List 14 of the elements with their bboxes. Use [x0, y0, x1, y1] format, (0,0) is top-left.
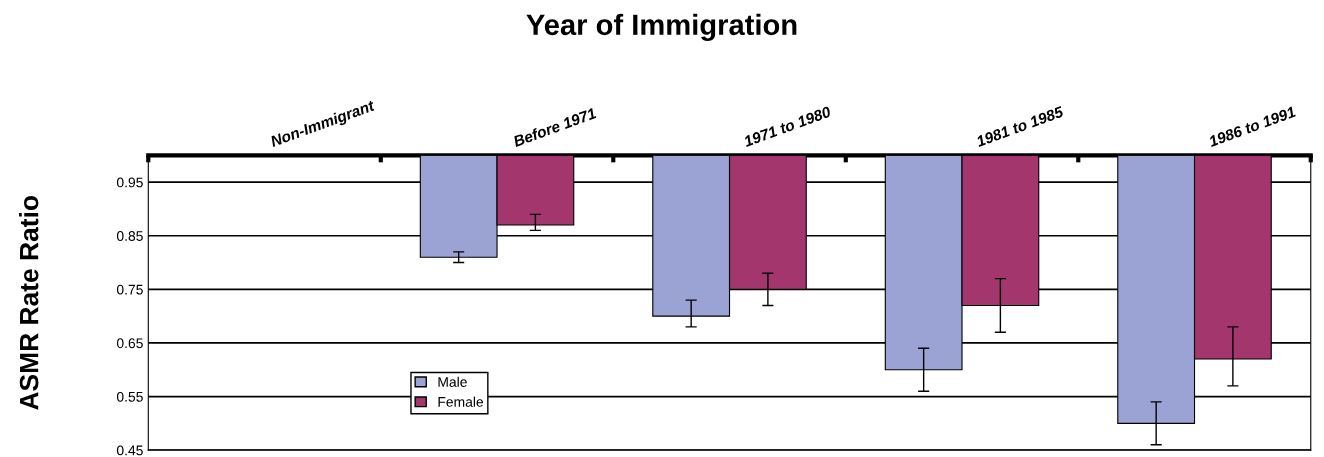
- y-tick-label: 0.85: [116, 231, 143, 241]
- y-axis-title: ASMR Rate Ratio: [19, 196, 39, 410]
- legend-label: Female: [438, 396, 484, 407]
- x-tick-label: 1986 to 1991: [1207, 106, 1296, 148]
- legend-label: Male: [438, 376, 467, 387]
- y-tick-label: 0.95: [116, 177, 143, 188]
- x-tick-label: 1971 to 1980: [742, 105, 832, 148]
- chart-title: Year of Immigration: [526, 13, 797, 42]
- y-tick-label: 0.55: [116, 391, 143, 402]
- y-tick-label: 0.75: [116, 284, 143, 295]
- y-tick-label: 0.45: [116, 445, 143, 456]
- y-tick-label: 0.65: [116, 338, 143, 349]
- x-tick-label: 1981 to 1985: [975, 105, 1065, 148]
- x-tick-label: Before 1971: [512, 107, 597, 148]
